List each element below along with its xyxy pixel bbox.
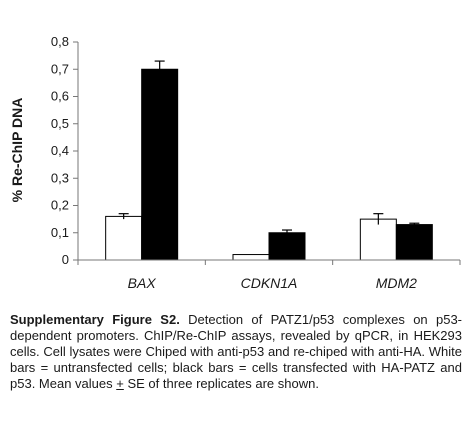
- bar-mdm2-series-2: [395, 224, 433, 261]
- y-tick-label: 0,2: [51, 198, 69, 213]
- chart: 00,10,20,30,40,50,60,70,8 BAX CDKN1A MDM2 …: [9, 34, 461, 291]
- y-tick-label: 0,6: [51, 89, 69, 104]
- caption-title: Supplementary Figure S2.: [10, 312, 180, 327]
- plus-minus-sign: +: [116, 376, 124, 391]
- caption-text-end: SE of three replicates are shown.: [123, 376, 319, 391]
- y-tick-label: 0,7: [51, 61, 69, 76]
- bar-bax-series-2: [141, 68, 179, 261]
- bar-bax-series-1: [105, 215, 143, 261]
- x-tick-label: MDM2: [376, 275, 417, 291]
- bar-cdkn1a-series-2: [268, 232, 306, 261]
- y-tick-label: 0,5: [51, 116, 69, 131]
- y-tick-label: 0,4: [51, 143, 69, 158]
- y-axis: 0 0,1 0,2 0,3 0,4 0,5 0,6 0,7 0,8: [51, 34, 79, 267]
- x-tick-label: CDKN1A: [241, 275, 298, 291]
- y-axis-label: % Re-ChIP DNA: [9, 98, 25, 203]
- y-tick-label: 0,3: [51, 170, 69, 185]
- x-tick-label: BAX: [128, 275, 157, 291]
- x-axis: BAX CDKN1A MDM2: [77, 259, 461, 291]
- y-tick-label: 0,8: [51, 34, 69, 49]
- caption-text: Detection of PATZ1/p53 complexes on p53-…: [10, 312, 462, 391]
- figure-caption: Supplementary Figure S2. Detection of PA…: [10, 312, 462, 392]
- y-tick-label: 0: [62, 252, 69, 267]
- bar-cdkn1a-series-1: [232, 254, 270, 261]
- bars: [105, 68, 433, 261]
- bar-mdm2-series-1: [359, 218, 397, 261]
- error-bars: [118, 60, 420, 236]
- y-tick-label: 0,1: [51, 225, 69, 240]
